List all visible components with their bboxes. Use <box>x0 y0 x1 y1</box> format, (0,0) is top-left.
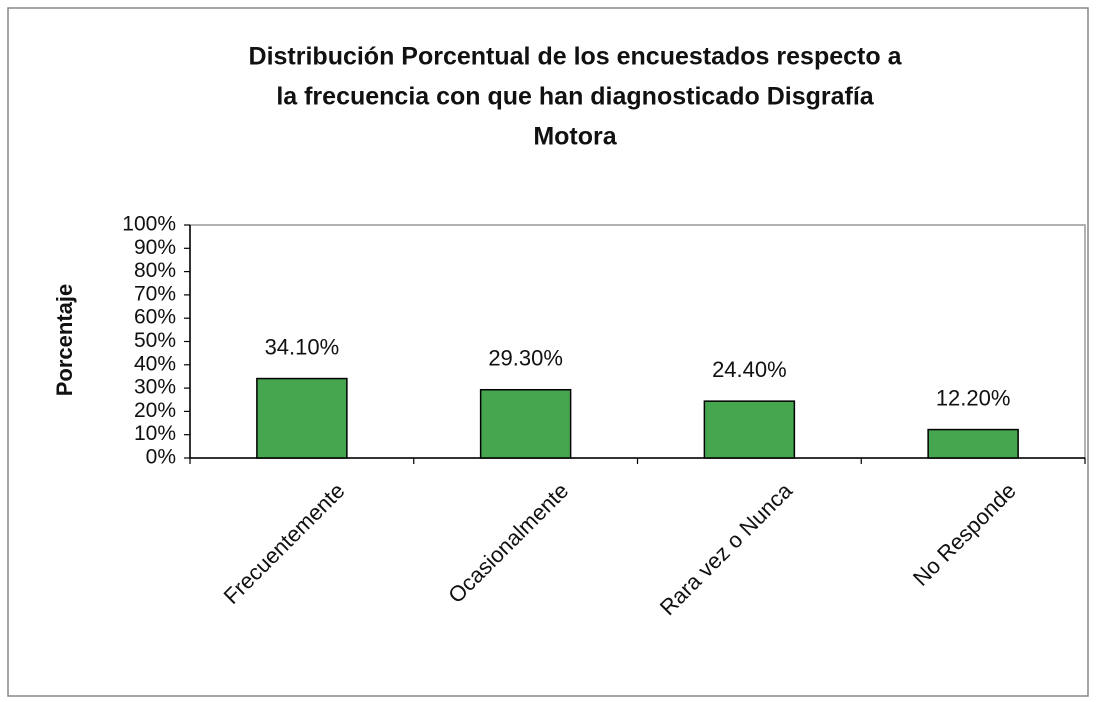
y-tick-label: 90% <box>134 236 176 259</box>
y-tick-label: 60% <box>134 306 176 329</box>
value-label: 24.40% <box>712 357 787 382</box>
y-tick-label: 0% <box>146 446 176 469</box>
chart-title: la frecuencia con que han diagnosticado … <box>276 83 874 111</box>
chart-title: Motora <box>533 123 617 151</box>
y-tick-label: 20% <box>134 399 176 422</box>
y-axis-label: Porcentaje <box>52 284 77 397</box>
y-tick-label: 70% <box>134 282 176 305</box>
value-label: 12.20% <box>936 385 1011 410</box>
bar <box>927 428 1019 459</box>
bar <box>256 377 348 459</box>
value-label: 34.10% <box>265 334 340 359</box>
value-label: 29.30% <box>488 346 563 371</box>
y-tick-label: 100% <box>122 213 176 236</box>
chart-frame <box>7 7 1089 697</box>
y-tick-label: 40% <box>134 352 176 375</box>
chart-title: Distribución Porcentual de los encuestad… <box>249 43 903 71</box>
y-tick-label: 80% <box>134 259 176 282</box>
bar <box>479 388 572 459</box>
y-tick-label: 10% <box>134 422 176 445</box>
y-tick-label: 30% <box>134 376 176 399</box>
y-tick-label: 50% <box>134 329 176 352</box>
bar <box>703 400 796 459</box>
